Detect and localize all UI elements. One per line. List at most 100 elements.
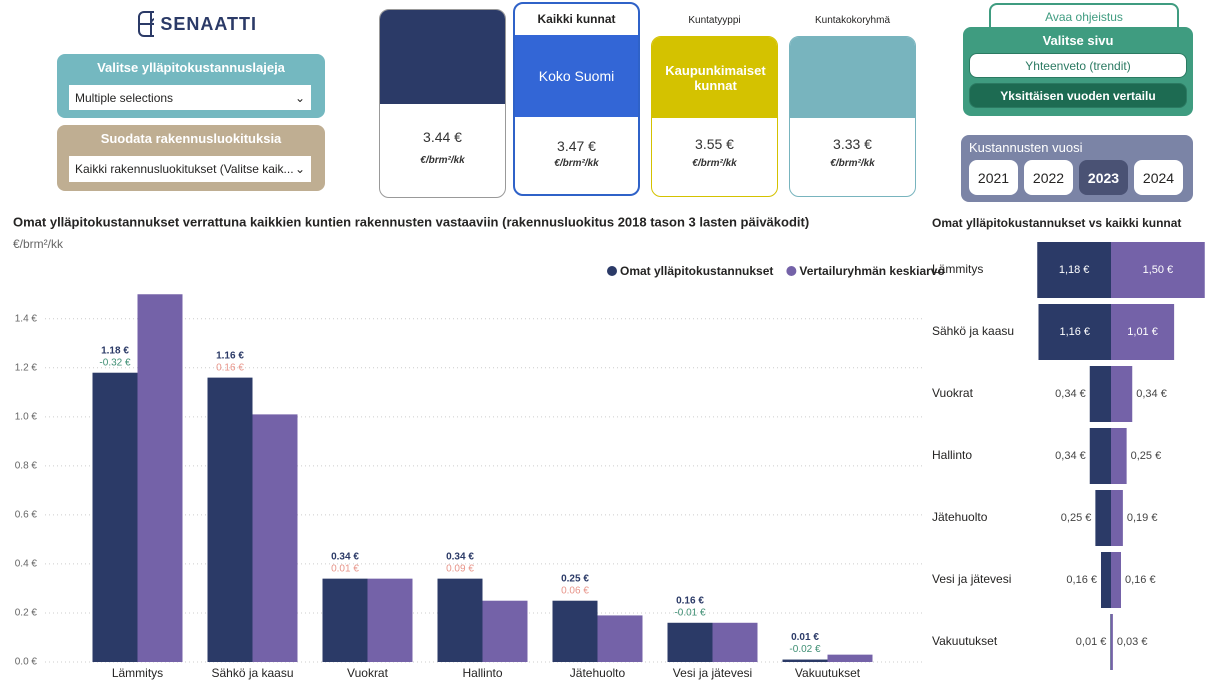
data-label: 1.18 €	[101, 345, 129, 356]
bar	[437, 578, 483, 662]
logo: SENAATTI	[137, 9, 257, 39]
bar	[1089, 428, 1111, 484]
card-unit: €/brm²/kk	[830, 158, 875, 169]
difference-label: 0.16 €	[216, 362, 244, 373]
difference-label: -0.32 €	[99, 357, 131, 368]
dropdown-value: Multiple selections	[75, 90, 174, 105]
card-label: Kaupunkimaiset kunnat	[652, 37, 777, 118]
bar	[1089, 366, 1111, 422]
x-tick-label: Sähkö ja kaasu	[211, 666, 293, 680]
bar	[1111, 614, 1113, 670]
dropdown[interactable]: Kaikki rakennusluokitukset (Valitse kaik…	[69, 156, 311, 182]
filter-title: Suodata rakennusluokituksia	[100, 131, 282, 146]
data-label: 0.01 €	[791, 632, 819, 643]
dropdown-value: Kaikki rakennusluokitukset (Valitse kaik…	[75, 162, 294, 176]
bar	[1111, 428, 1127, 484]
data-label: 0,34 €	[1136, 388, 1167, 400]
difference-label: -0.01 €	[674, 607, 706, 618]
bar	[1111, 304, 1175, 360]
slicer-title: Kustannusten vuosi	[969, 140, 1083, 155]
bar	[207, 377, 253, 662]
filter-title: Valitse ylläpitokustannuslajeja	[97, 60, 285, 75]
x-tick-label: Lämmitys	[112, 666, 163, 680]
nav-button[interactable]: Yksittäisen vuoden vertailu	[969, 83, 1187, 108]
kpi-card: 3.44 € €/brm²/kk	[379, 9, 506, 198]
year-button[interactable]: 2022	[1024, 160, 1073, 195]
bar	[482, 600, 528, 662]
bar	[1111, 552, 1121, 608]
bar	[1038, 304, 1111, 360]
y-axis-label: €/brm²/kk	[13, 237, 64, 251]
card-value: 3.33 €	[833, 136, 872, 152]
y-tick-label: 0.2 €	[15, 608, 38, 619]
category-label: Vakuutukset	[932, 634, 998, 648]
data-label: 0.34 €	[446, 551, 474, 562]
kpi-card: Kaikki kunnat Koko Suomi 3.47 € €/brm²/k…	[513, 2, 640, 196]
data-label: 0.16 €	[676, 595, 704, 606]
bar	[827, 654, 873, 662]
difference-label: 0.06 €	[561, 585, 589, 596]
bar	[252, 414, 298, 662]
card-unit: €/brm²/kk	[420, 155, 465, 166]
data-label: 0,25 €	[1061, 512, 1092, 524]
difference-label: -0.02 €	[789, 644, 821, 655]
nav-panel: Valitse sivu Yhteenveto (trendit) Yksittä…	[963, 27, 1193, 116]
nav-title: Valitse sivu	[1042, 33, 1114, 48]
category-label: Hallinto	[932, 448, 972, 462]
bar	[1037, 242, 1111, 298]
bar	[1101, 552, 1111, 608]
x-tick-label: Hallinto	[462, 666, 502, 680]
year-button[interactable]: 2021	[969, 160, 1018, 195]
x-tick-label: Jätehuolto	[570, 666, 626, 680]
difference-label: 0.01 €	[331, 563, 359, 574]
y-tick-label: 0.4 €	[15, 559, 38, 570]
card-unit: €/brm²/kk	[692, 158, 737, 169]
data-label: 1,16 €	[1059, 326, 1090, 338]
bar	[92, 372, 138, 662]
data-label: 0,16 €	[1066, 574, 1097, 586]
category-label: Jätehuolto	[932, 510, 988, 524]
year-button[interactable]: 2023	[1079, 160, 1128, 195]
bar	[367, 578, 413, 662]
x-tick-label: Vakuutukset	[795, 666, 861, 680]
logo-icon	[138, 11, 155, 37]
data-label: 0,34 €	[1055, 450, 1086, 462]
category-label: Sähkö ja kaasu	[932, 324, 1014, 338]
legend-label: Vertailuryhmän keskiarvo	[799, 264, 944, 278]
card-header: Kuntatyyppi	[688, 15, 741, 26]
card-header: Kuntakokoryhmä	[814, 15, 891, 26]
bar	[667, 622, 713, 662]
card-value: 3.55 €	[695, 136, 734, 152]
data-label: 1.16 €	[216, 350, 244, 361]
dropdown[interactable]: Multiple selections ⌄	[69, 85, 311, 110]
logo-text: SENAATTI	[160, 13, 257, 34]
data-label: 1,50 €	[1143, 264, 1174, 276]
year-button[interactable]: 2024	[1134, 160, 1183, 195]
data-label: 0,34 €	[1055, 388, 1086, 400]
card-header: Kaikki kunnat	[537, 12, 616, 26]
y-tick-label: 0.8 €	[15, 461, 38, 472]
data-label: 0,25 €	[1131, 450, 1162, 462]
data-label: 0.34 €	[331, 551, 359, 562]
chart-title: Omat ylläpitokustannukset vs kaikki kunn…	[932, 216, 1181, 230]
nav-button[interactable]: Yhteenveto (trendit)	[969, 53, 1187, 78]
bar	[1111, 490, 1123, 546]
data-label: 1,18 €	[1059, 264, 1090, 276]
card-value: 3.47 €	[557, 138, 596, 154]
y-tick-label: 0.6 €	[15, 510, 38, 521]
y-tick-label: 1.4 €	[15, 313, 38, 324]
legend-swatch	[607, 266, 617, 276]
bar	[322, 578, 368, 662]
difference-label: 0.09 €	[446, 563, 474, 574]
data-label: 0,19 €	[1127, 512, 1158, 524]
help-button[interactable]: Avaa ohjeistus	[989, 3, 1179, 29]
filter-panel: Suodata rakennusluokituksia Kaikki raken…	[57, 125, 325, 191]
x-tick-label: Vesi ja jätevesi	[673, 666, 752, 680]
category-label: Vuokrat	[932, 386, 974, 400]
data-label: 0,16 €	[1125, 574, 1156, 586]
category-label: Lämmitys	[932, 262, 983, 276]
kpi-card: Kaupunkimaiset kunnat 3.55 € €/brm²/kk	[651, 36, 778, 197]
data-label: 1,01 €	[1127, 326, 1158, 338]
